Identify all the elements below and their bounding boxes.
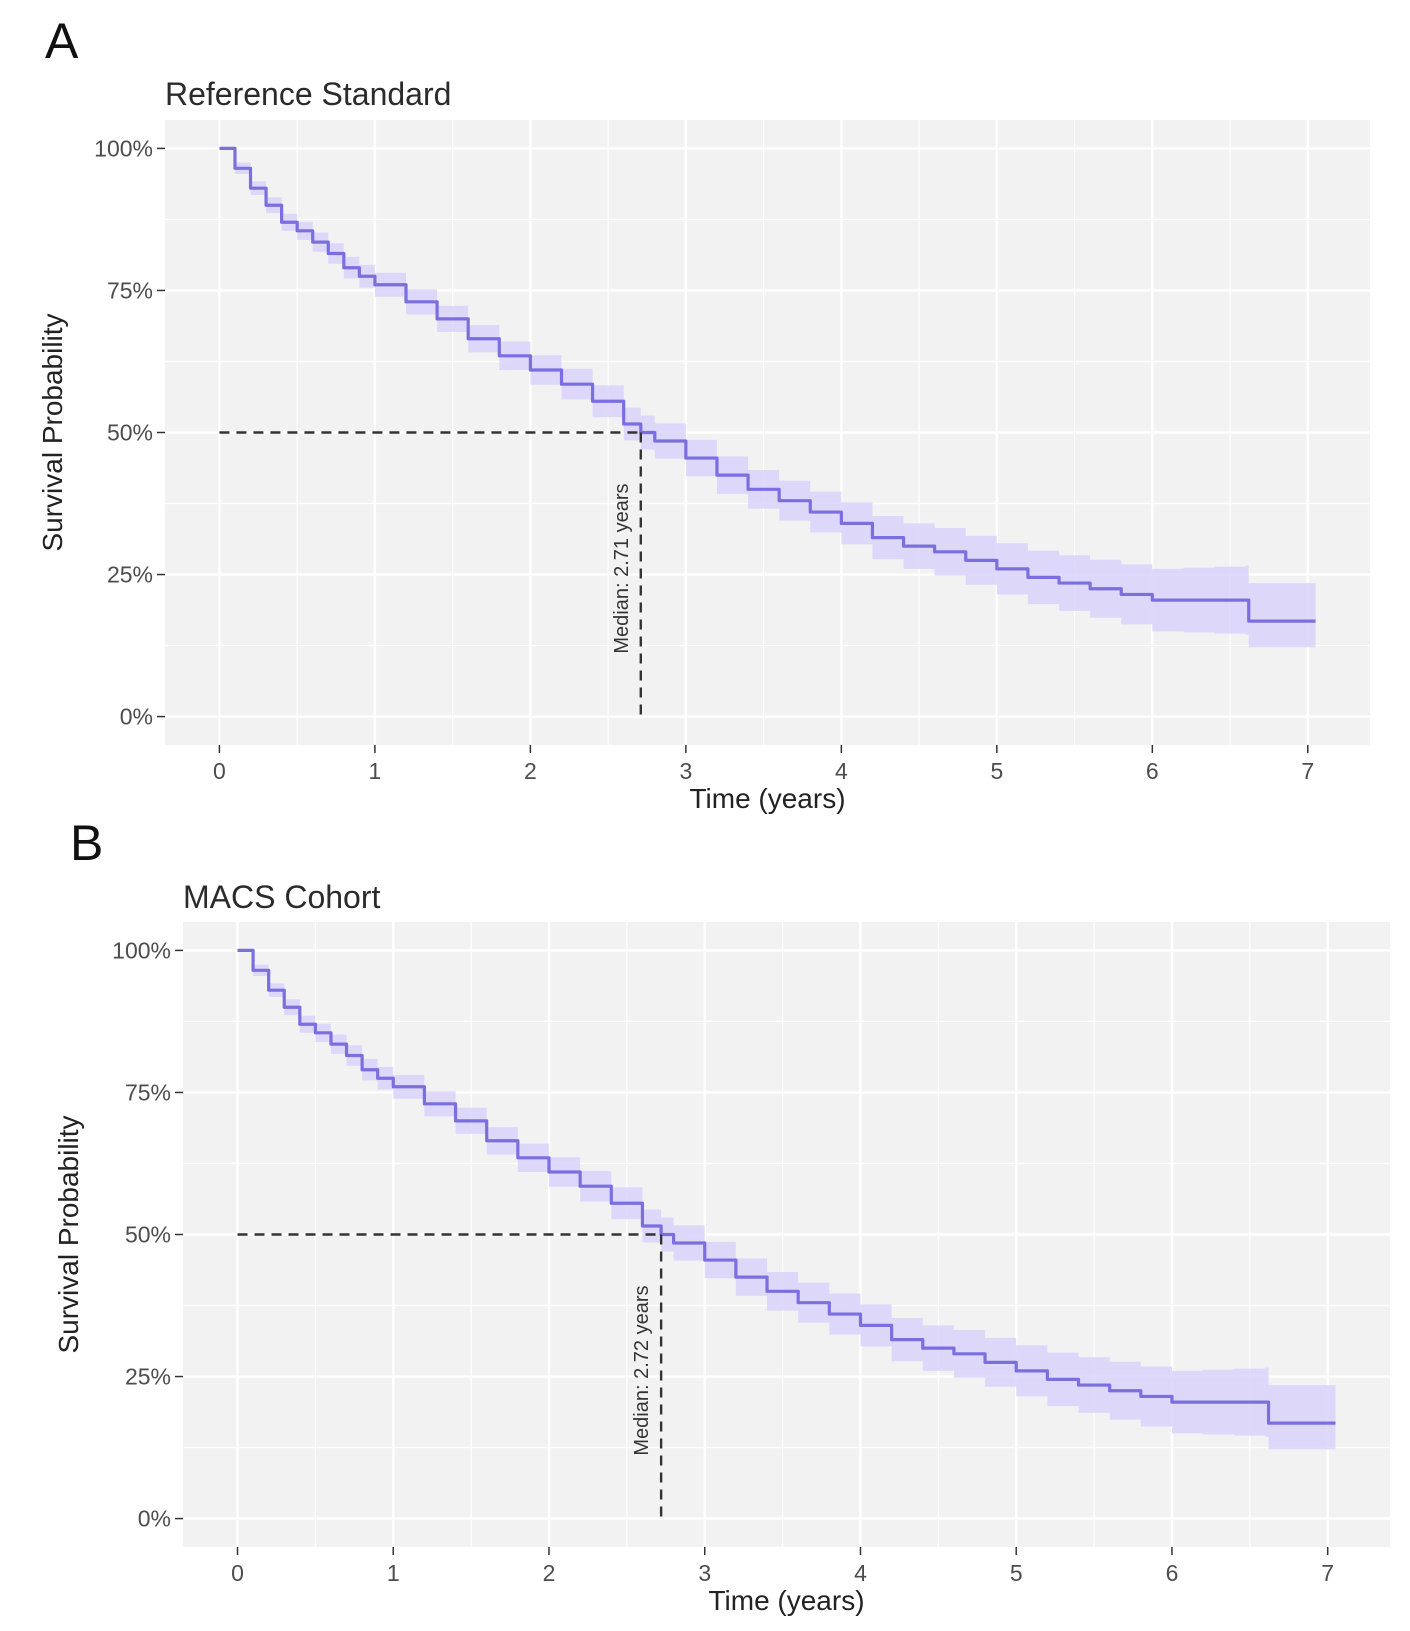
x-tick-label: 3 bbox=[679, 758, 692, 784]
x-tick-label: 0 bbox=[213, 758, 226, 784]
x-tick-label: 4 bbox=[835, 758, 848, 784]
x-tick-label: 1 bbox=[369, 758, 382, 784]
median-label: Median: 2.71 years bbox=[611, 483, 633, 653]
x-axis-title: Time (years) bbox=[689, 783, 845, 814]
survival-curve bbox=[237, 948, 1336, 1425]
panel-letter: B bbox=[70, 815, 103, 871]
y-tick-label: 50% bbox=[125, 1222, 171, 1248]
x-tick-label: 6 bbox=[1166, 1560, 1179, 1586]
y-tick-label: 100% bbox=[94, 135, 153, 161]
y-tick-label: 100% bbox=[112, 937, 171, 963]
y-tick-label: 75% bbox=[107, 277, 153, 303]
x-tick-label: 7 bbox=[1321, 1560, 1334, 1586]
survival-curve bbox=[219, 146, 1316, 623]
x-tick-label: 2 bbox=[543, 1560, 556, 1586]
x-tick-label: 6 bbox=[1146, 758, 1159, 784]
y-axis-title: Survival Probability bbox=[37, 313, 68, 551]
x-axis-title: Time (years) bbox=[708, 1585, 864, 1616]
y-tick-label: 0% bbox=[138, 1506, 171, 1532]
y-axis-title: Survival Probability bbox=[53, 1115, 84, 1353]
x-tick-label: 5 bbox=[990, 758, 1003, 784]
y-tick-label: 50% bbox=[107, 420, 153, 446]
x-tick-label: 4 bbox=[854, 1560, 867, 1586]
x-tick-label: 7 bbox=[1301, 758, 1314, 784]
x-tick-label: 2 bbox=[524, 758, 537, 784]
confidence-band bbox=[219, 148, 1316, 648]
y-tick-label: 0% bbox=[120, 704, 153, 730]
x-tick-label: 5 bbox=[1010, 1560, 1023, 1586]
y-tick-label: 75% bbox=[125, 1079, 171, 1105]
confidence-band bbox=[237, 950, 1336, 1450]
x-tick-label: 1 bbox=[387, 1560, 400, 1586]
panel-letter: A bbox=[45, 13, 79, 69]
chart-title: Reference Standard bbox=[165, 76, 451, 112]
median-label: Median: 2.72 years bbox=[631, 1285, 653, 1455]
x-tick-label: 3 bbox=[698, 1560, 711, 1586]
y-tick-label: 25% bbox=[107, 562, 153, 588]
panel-a: A Reference Standard Median: 2.71 years 0% 2… bbox=[37, 13, 1370, 814]
chart-title: MACS Cohort bbox=[183, 879, 381, 915]
y-tick-label: 25% bbox=[125, 1364, 171, 1390]
x-tick-label: 0 bbox=[231, 1560, 244, 1586]
